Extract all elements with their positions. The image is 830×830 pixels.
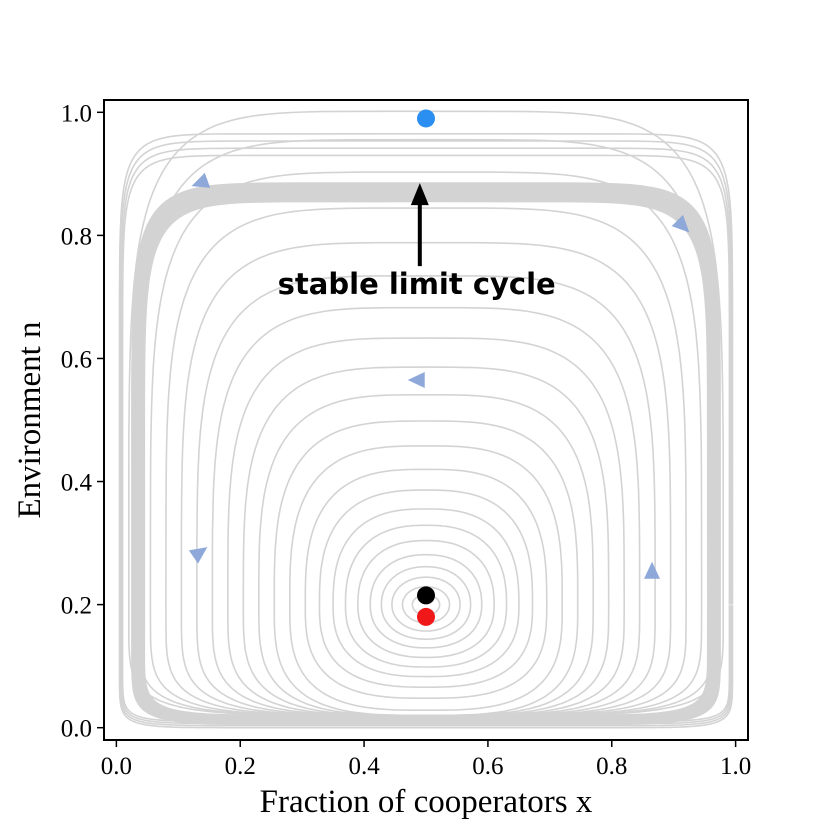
y-tick-label: 0.4 — [61, 470, 93, 497]
x-tick-label: 1.0 — [720, 753, 751, 780]
outer-orbit-line — [120, 147, 732, 725]
flow-arrows — [188, 172, 690, 579]
fixed-point-marker — [417, 607, 435, 626]
x-tick-label: 0.4 — [348, 753, 380, 780]
flow-arrow-icon — [671, 214, 690, 233]
orbit-line — [242, 366, 610, 717]
orbit-trajectories — [118, 110, 734, 729]
orbit-line — [226, 337, 626, 717]
annotation-arrow-head — [410, 183, 429, 206]
orbit-line — [401, 585, 451, 624]
flow-arrow-icon — [191, 172, 211, 188]
orbit-line — [318, 489, 534, 689]
fixed-point-marker — [417, 109, 435, 128]
fixed-point-marker — [417, 586, 435, 605]
orbit-line — [332, 508, 520, 678]
orbit-line — [369, 553, 483, 649]
y-tick-label: 0.0 — [61, 716, 92, 743]
y-tick-label: 1.0 — [61, 100, 92, 127]
y-tick-label: 0.2 — [61, 593, 92, 620]
orbit-line — [304, 468, 548, 700]
y-tick-label: 0.8 — [61, 223, 92, 250]
x-tick-label: 0.0 — [101, 753, 132, 780]
fixed-points — [417, 109, 435, 626]
annotation-label: stable limit cycle — [278, 267, 556, 301]
plot-frame — [103, 99, 749, 741]
x-axis-ticks: 0.0 0.2 0.4 0.6 0.8 1.0 — [101, 740, 751, 780]
y-axis-label: Environment n — [12, 321, 48, 518]
orbit-line — [180, 241, 672, 717]
outer-orbit-line — [119, 140, 733, 727]
orbit-line — [273, 420, 579, 717]
y-tick-label: 0.6 — [61, 346, 92, 373]
orbit-line — [344, 524, 508, 668]
x-tick-label: 0.6 — [472, 753, 503, 780]
outer-orbit-line — [118, 133, 734, 729]
outer-orbit-line — [121, 154, 731, 723]
flow-arrow-icon — [188, 547, 208, 564]
orbit-line — [257, 393, 595, 717]
orbit-line — [128, 110, 725, 717]
x-tick-label: 0.8 — [596, 753, 627, 780]
orbit-line — [357, 539, 495, 659]
orbit-line — [380, 565, 472, 641]
orbit-line — [211, 306, 641, 717]
flow-arrow-icon — [407, 372, 425, 388]
orbit-line — [391, 576, 461, 632]
x-axis-label: Fraction of cooperators x — [260, 784, 593, 820]
orbit-line — [288, 445, 564, 712]
y-axis-ticks: 0.0 0.2 0.4 0.6 0.8 1.0 — [61, 100, 104, 743]
flow-arrow-icon — [644, 561, 661, 579]
orbit-line — [165, 207, 687, 717]
orbit-line — [196, 275, 656, 717]
x-tick-label: 0.2 — [225, 753, 256, 780]
annotation-group: stable limit cycle — [278, 183, 556, 301]
